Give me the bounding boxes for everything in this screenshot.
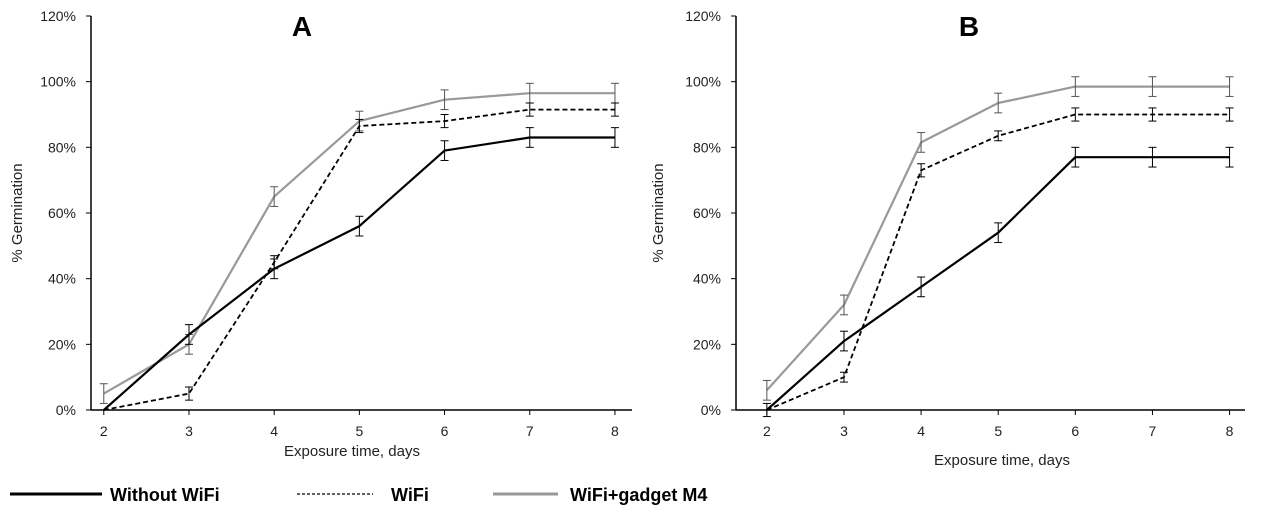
panel-a-y-tick-label: 80% [48, 139, 76, 155]
panel-a-y-tick-label: 40% [48, 271, 76, 287]
legend-label-without-wifi: Without WiFi [110, 485, 220, 505]
panel-b-x-tick-label: 4 [917, 423, 925, 439]
panel-b-x-tick-label: 7 [1149, 423, 1157, 439]
panel-a-x-axis-label: Exposure time, days [284, 443, 420, 460]
panel-a-x-tick-label: 2 [100, 423, 108, 439]
panel-a-title: A [292, 11, 312, 42]
panel-b-y-tick-label: 60% [693, 205, 721, 221]
legend-label-wifi-gadget-m4: WiFi+gadget M4 [570, 485, 707, 505]
panel-a: 0% 20% 40% 60% 80% 100% 120% 2 3 4 5 6 7 8 Exposure ti… [9, 8, 632, 460]
legend-label-wifi: WiFi [391, 485, 429, 505]
panel-b-title: B [959, 11, 979, 42]
panel-a-x-tick-label: 5 [355, 423, 363, 439]
panel-b-y-tick-label: 100% [685, 74, 721, 90]
legend: Without WiFi WiFi WiFi+gadget M4 [10, 485, 707, 505]
panel-b-x-tick-label: 6 [1071, 423, 1079, 439]
panel-a-x-tick-label: 6 [441, 423, 449, 439]
panel-a-series-without-wifi-line [103, 136, 615, 411]
panel-a-y-tick-label: 0% [56, 402, 76, 418]
panel-b-y-tick-label: 120% [685, 8, 721, 24]
panel-a-x-tick-label: 3 [185, 423, 193, 439]
panel-b-y-tick-label: 20% [693, 336, 721, 352]
panel-a-x-tick-label: 4 [270, 423, 278, 439]
panel-a-x-tick-label: 8 [611, 423, 619, 439]
panel-a-x-tick-label: 7 [526, 423, 534, 439]
panel-a-y-tick-label: 120% [40, 8, 76, 24]
panel-b-x-tick-label: 2 [763, 423, 771, 439]
panel-a-y-tick-label: 100% [40, 74, 76, 90]
panel-b-y-tick-label: 0% [701, 402, 721, 418]
panel-a-series-wifi-line [103, 108, 615, 411]
panel-b: 0% 20% 40% 60% 80% 100% 120% 2 3 4 5 6 7 8 Exposure ti… [650, 8, 1245, 469]
panel-a-y-axis-label: % Germination [9, 163, 26, 262]
panel-a-y-tick-label: 20% [48, 336, 76, 352]
panel-b-x-tick-label: 3 [840, 423, 848, 439]
panel-b-y-tick-label: 80% [693, 139, 721, 155]
panel-b-x-axis-label: Exposure time, days [934, 452, 1070, 469]
panel-b-x-tick-label: 5 [994, 423, 1002, 439]
panel-b-series-wifi-line [766, 113, 1230, 411]
panel-a-y-tick-label: 60% [48, 205, 76, 221]
panel-b-x-tick-label: 8 [1226, 423, 1234, 439]
panel-b-series-without-wifi-line [766, 156, 1230, 411]
panel-b-y-axis-label: % Germination [650, 163, 667, 262]
panel-b-y-tick-label: 40% [693, 271, 721, 287]
